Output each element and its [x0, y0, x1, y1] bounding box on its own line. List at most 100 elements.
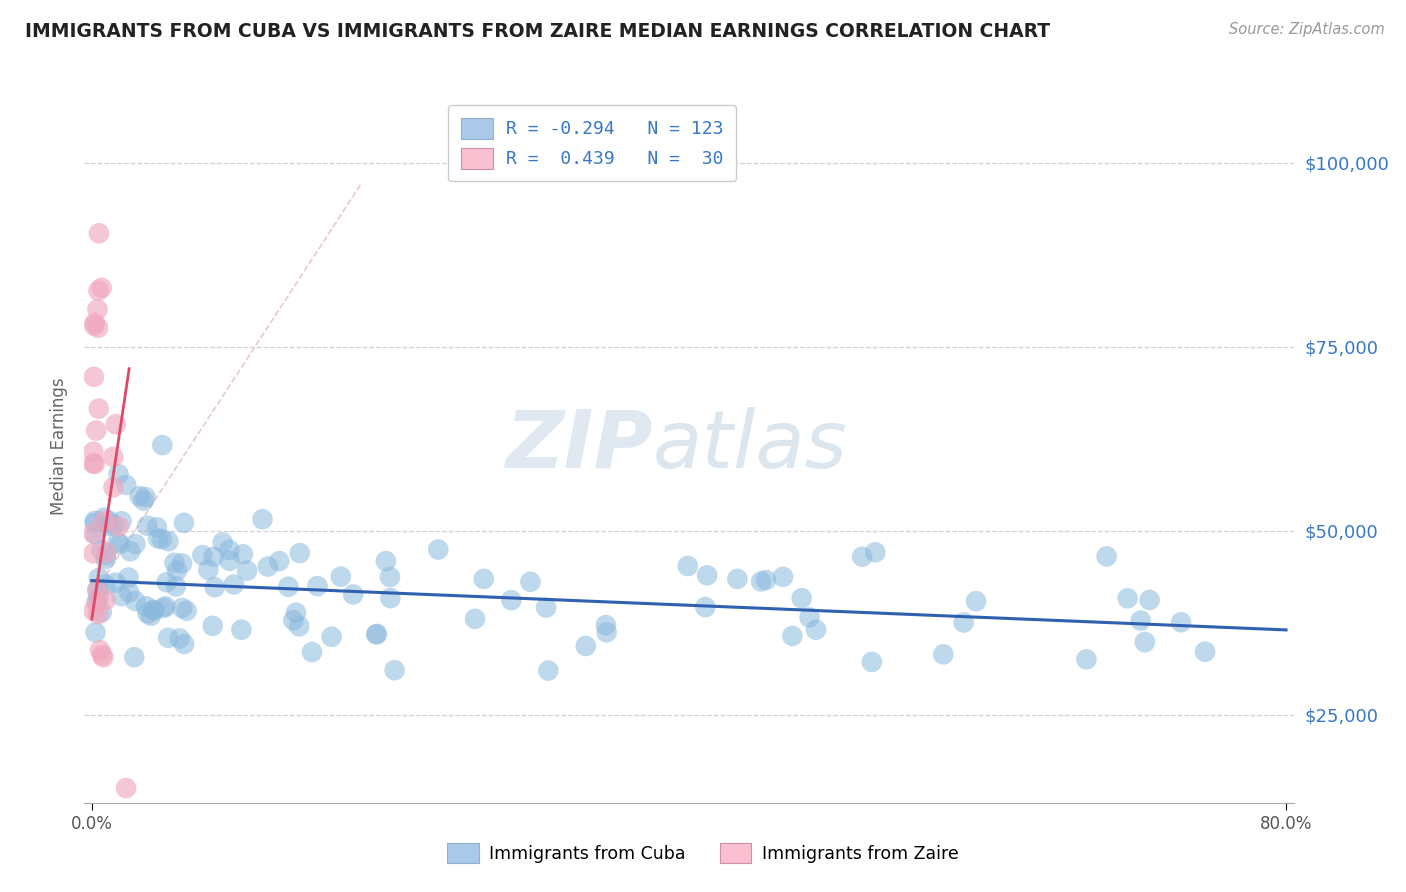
Point	[860, 655, 883, 669]
Point	[128, 489, 150, 503]
Point	[89, 643, 111, 657]
Point	[218, 554, 240, 568]
Point	[90, 543, 112, 558]
Point	[288, 546, 311, 560]
Point	[103, 480, 125, 494]
Point	[211, 535, 233, 549]
Point	[139, 608, 162, 623]
Point	[537, 664, 560, 678]
Point	[84, 527, 107, 541]
Point	[176, 604, 198, 618]
Point	[952, 615, 974, 630]
Point	[696, 568, 718, 582]
Point	[1116, 591, 1139, 606]
Point	[384, 663, 406, 677]
Point	[366, 627, 388, 641]
Point	[191, 548, 214, 562]
Point	[83, 318, 105, 333]
Point	[107, 467, 129, 482]
Point	[166, 564, 188, 578]
Point	[155, 599, 177, 614]
Point	[790, 591, 813, 606]
Point	[1170, 615, 1192, 630]
Point	[169, 632, 191, 646]
Point	[157, 534, 180, 549]
Point	[82, 457, 104, 471]
Point	[676, 559, 699, 574]
Text: ZIP: ZIP	[505, 407, 652, 485]
Point	[472, 572, 495, 586]
Point	[143, 603, 166, 617]
Point	[378, 570, 401, 584]
Point	[965, 594, 987, 608]
Point	[1095, 549, 1118, 564]
Point	[170, 557, 193, 571]
Point	[82, 526, 104, 541]
Point	[124, 537, 146, 551]
Point	[87, 607, 110, 622]
Point	[155, 575, 177, 590]
Legend: Immigrants from Cuba, Immigrants from Zaire: Immigrants from Cuba, Immigrants from Za…	[440, 836, 966, 870]
Text: atlas: atlas	[652, 407, 848, 485]
Point	[283, 613, 305, 627]
Point	[83, 516, 105, 530]
Point	[94, 578, 117, 592]
Point	[146, 520, 169, 534]
Point	[142, 603, 165, 617]
Point	[232, 547, 254, 561]
Point	[87, 590, 110, 604]
Point	[307, 579, 329, 593]
Point	[83, 514, 105, 528]
Point	[865, 545, 887, 559]
Point	[464, 612, 486, 626]
Point	[201, 619, 224, 633]
Point	[93, 514, 115, 528]
Point	[97, 518, 120, 533]
Point	[366, 627, 388, 641]
Point	[104, 575, 127, 590]
Point	[152, 601, 174, 615]
Point	[799, 610, 821, 624]
Point	[90, 605, 112, 619]
Point	[172, 601, 194, 615]
Point	[86, 597, 108, 611]
Point	[772, 570, 794, 584]
Point	[110, 589, 132, 603]
Point	[124, 594, 146, 608]
Point	[1076, 652, 1098, 666]
Point	[277, 580, 299, 594]
Point	[94, 593, 117, 607]
Point	[173, 637, 195, 651]
Point	[87, 284, 110, 298]
Point	[157, 631, 180, 645]
Point	[91, 648, 114, 662]
Point	[1139, 593, 1161, 607]
Point	[725, 572, 748, 586]
Point	[94, 552, 117, 566]
Point	[108, 537, 131, 551]
Point	[534, 600, 557, 615]
Point	[122, 650, 145, 665]
Point	[87, 227, 110, 241]
Point	[749, 574, 772, 589]
Point	[150, 438, 173, 452]
Point	[163, 556, 186, 570]
Point	[301, 645, 323, 659]
Point	[1129, 614, 1152, 628]
Point	[135, 599, 157, 614]
Point	[342, 587, 364, 601]
Point	[288, 619, 311, 633]
Text: IMMIGRANTS FROM CUBA VS IMMIGRANTS FROM ZAIRE MEDIAN EARNINGS CORRELATION CHART: IMMIGRANTS FROM CUBA VS IMMIGRANTS FROM …	[25, 22, 1050, 41]
Point	[117, 571, 139, 585]
Point	[1194, 645, 1216, 659]
Point	[87, 320, 110, 334]
Point	[804, 623, 827, 637]
Point	[146, 532, 169, 546]
Point	[519, 574, 541, 589]
Point	[86, 302, 108, 317]
Point	[257, 559, 280, 574]
Point	[1133, 635, 1156, 649]
Point	[83, 369, 105, 384]
Point	[104, 417, 127, 432]
Point	[132, 493, 155, 508]
